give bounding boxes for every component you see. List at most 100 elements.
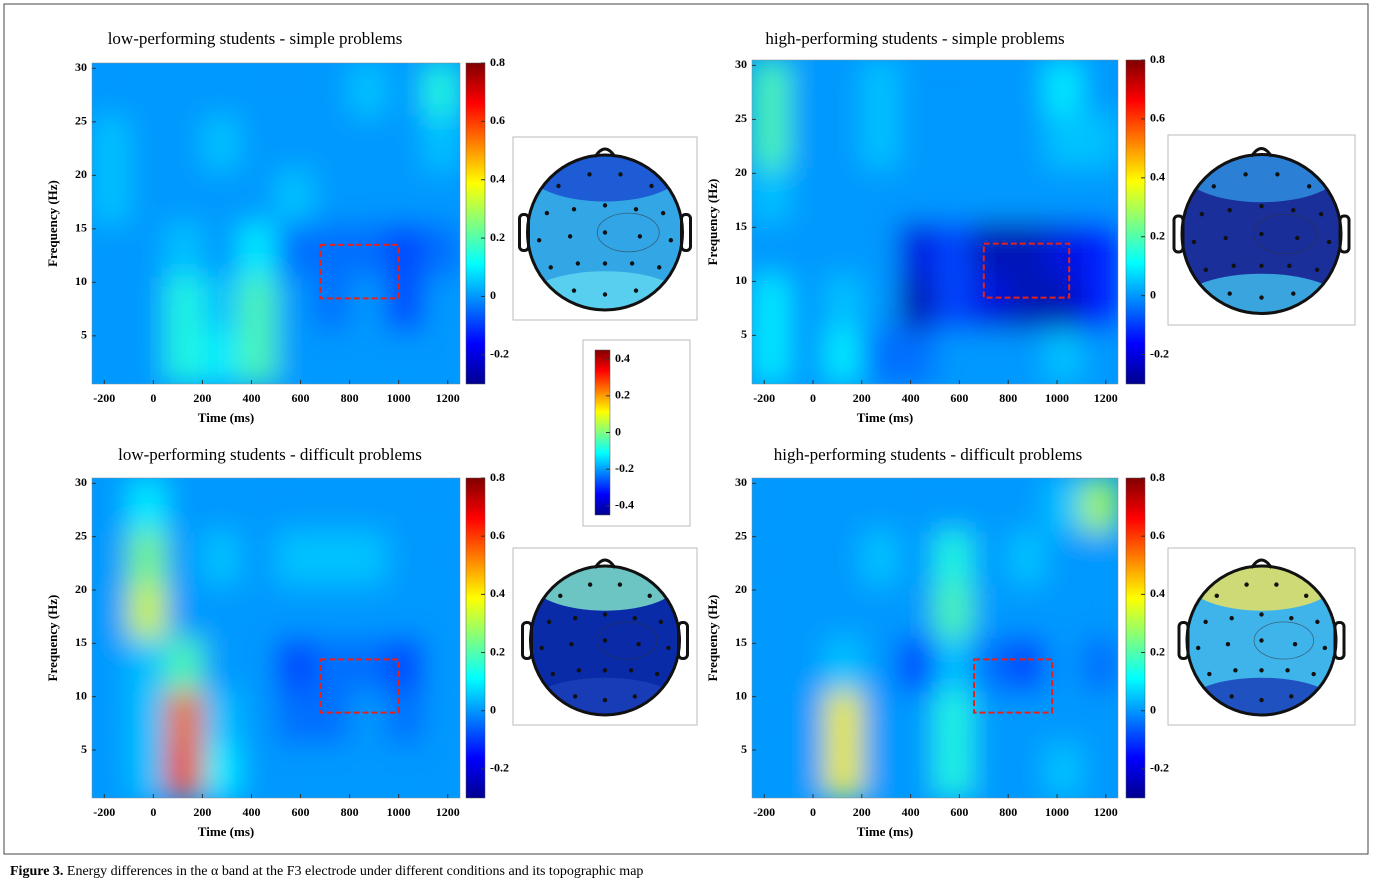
heatmap-cell xyxy=(276,691,313,745)
colorbar-tick-label: 0.2 xyxy=(490,644,505,658)
x-tick-label: 800 xyxy=(341,391,359,405)
heatmap-cell xyxy=(898,478,935,532)
heatmap-cell xyxy=(386,223,424,277)
electrode xyxy=(1289,694,1294,699)
heatmap-cell xyxy=(423,63,460,117)
x-tick-label: -200 xyxy=(753,391,775,405)
heatmap-cell xyxy=(1008,478,1045,532)
heatmap-cell xyxy=(1081,744,1118,798)
electrode xyxy=(556,183,561,189)
y-tick-label: 15 xyxy=(735,219,747,233)
heatmap-cell xyxy=(971,744,1009,798)
electrode xyxy=(1307,184,1312,189)
heatmap-cell xyxy=(788,744,826,798)
heatmap-cell xyxy=(312,116,350,170)
heatmap-cell xyxy=(165,63,203,117)
colorbar-tick-label: 0 xyxy=(615,424,621,438)
heatmap-cell xyxy=(202,744,240,798)
x-tick-label: -200 xyxy=(93,805,115,819)
heatmap-cell xyxy=(276,478,313,532)
x-tick-label: 0 xyxy=(810,805,816,819)
heatmap-cell xyxy=(752,60,789,114)
heatmap-cell xyxy=(202,691,240,745)
heatmap-cell xyxy=(276,744,313,798)
plot-frame xyxy=(751,59,1119,385)
heatmap-cell xyxy=(935,276,972,330)
heatmap-cell xyxy=(825,478,862,532)
heatmap-cell xyxy=(825,691,862,745)
x-tick-label: 400 xyxy=(242,391,260,405)
electrode xyxy=(1191,239,1197,245)
heatmap-cell xyxy=(898,330,935,384)
colorbar-tick-label: 0.6 xyxy=(1150,528,1165,542)
heatmap-cell xyxy=(239,478,276,532)
electrode xyxy=(1274,582,1279,587)
heatmap-cell xyxy=(935,691,972,745)
x-tick-label: 200 xyxy=(193,391,211,405)
heatmap-cell xyxy=(861,478,899,532)
roi-box xyxy=(319,658,400,714)
heatmap-cell xyxy=(1008,584,1045,638)
heatmap-cell xyxy=(935,638,972,692)
heatmap-cell xyxy=(423,638,460,692)
y-tick-label: 5 xyxy=(741,742,747,756)
heatmap-cell xyxy=(825,168,862,222)
heatmap-cell xyxy=(92,170,129,224)
heatmap-cell xyxy=(1044,584,1082,638)
heatmap-cell xyxy=(239,744,276,798)
electrode xyxy=(1259,295,1264,300)
y-tick-label: 15 xyxy=(735,635,747,649)
colorbar-tick-label: 0.8 xyxy=(490,55,505,69)
heatmap-cell xyxy=(386,478,424,532)
heatmap-cell xyxy=(239,330,276,384)
heatmap-cell xyxy=(1044,691,1082,745)
heatmap-cell xyxy=(312,63,350,117)
heatmap-cell xyxy=(1081,330,1118,384)
heatmap-cell xyxy=(1008,531,1045,585)
heatmap-cell xyxy=(788,168,826,222)
heatmap-cell xyxy=(239,170,276,224)
heatmap-cell xyxy=(276,63,313,117)
heatmap-cell xyxy=(239,277,276,331)
heatmap-cell xyxy=(202,170,240,224)
heatmap-cell xyxy=(386,531,424,585)
colorbar-tick-label: 0.8 xyxy=(490,470,505,484)
colorbar-tick-label: 0 xyxy=(490,702,496,716)
heatmap-cell xyxy=(788,60,826,114)
heatmap-cell xyxy=(971,222,1009,276)
electrode xyxy=(654,671,660,677)
heatmap-cell xyxy=(935,478,972,532)
plot-frame xyxy=(91,62,461,385)
heatmap-cell xyxy=(312,478,350,532)
colorbar-tick-label: 0.4 xyxy=(490,171,505,185)
electrode xyxy=(1244,582,1249,587)
colorbar xyxy=(1125,477,1146,799)
heatmap-cell xyxy=(349,584,387,638)
electrode xyxy=(636,642,641,647)
heatmap-cell xyxy=(128,223,166,277)
heatmap-cell xyxy=(788,330,826,384)
electrode xyxy=(587,172,592,177)
heatmap-cell xyxy=(1081,638,1118,692)
heatmap-cell xyxy=(752,114,789,168)
heatmap-cells xyxy=(752,60,1118,384)
heatmap-cell xyxy=(898,114,935,168)
heatmap-cell xyxy=(423,116,460,170)
heatmap-cell xyxy=(349,63,387,117)
heatmap-cell xyxy=(861,638,899,692)
heatmap-cell xyxy=(423,691,460,745)
heatmap-cell xyxy=(202,277,240,331)
electrode xyxy=(569,642,574,647)
heatmap-cell xyxy=(1044,168,1082,222)
electrode xyxy=(1259,638,1264,643)
heatmap-cell xyxy=(752,222,789,276)
heatmap-cell xyxy=(423,277,460,331)
electrode xyxy=(1292,642,1298,647)
y-tick-label: 25 xyxy=(75,114,87,128)
topomap-region xyxy=(1253,213,1318,255)
electrode xyxy=(602,668,608,673)
heatmap-cell xyxy=(92,744,129,798)
heatmap-cell xyxy=(423,330,460,384)
heatmap-cell xyxy=(349,170,387,224)
heatmap-cell xyxy=(935,60,972,114)
